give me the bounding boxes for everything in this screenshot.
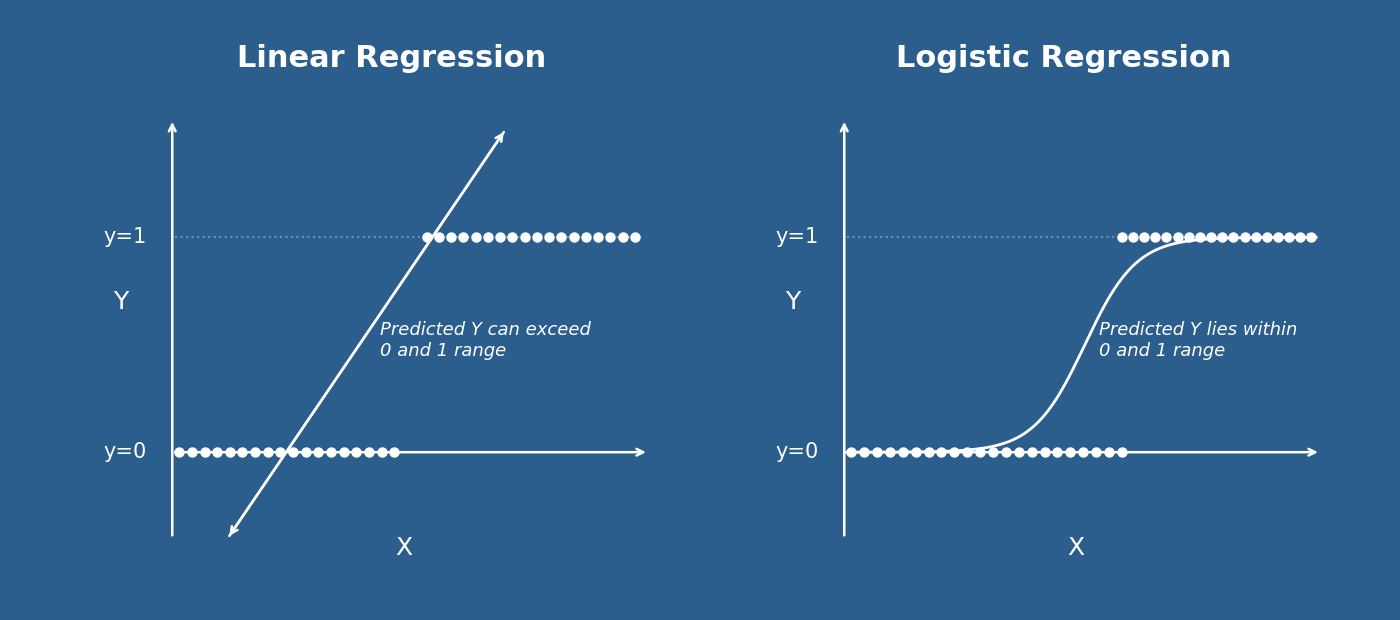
Text: y=1: y=1 [104, 228, 147, 247]
Title: Logistic Regression: Logistic Regression [896, 45, 1232, 73]
Title: Linear Regression: Linear Regression [238, 45, 546, 73]
Text: Predicted Y can exceed
0 and 1 range: Predicted Y can exceed 0 and 1 range [381, 321, 591, 360]
Text: y=0: y=0 [104, 442, 147, 462]
Text: Y: Y [785, 290, 801, 314]
Text: Predicted Y lies within
0 and 1 range: Predicted Y lies within 0 and 1 range [1099, 321, 1296, 360]
Text: y=1: y=1 [776, 228, 819, 247]
Text: y=0: y=0 [776, 442, 819, 462]
Text: X: X [1067, 536, 1084, 560]
Text: Y: Y [113, 290, 129, 314]
Text: X: X [395, 536, 412, 560]
